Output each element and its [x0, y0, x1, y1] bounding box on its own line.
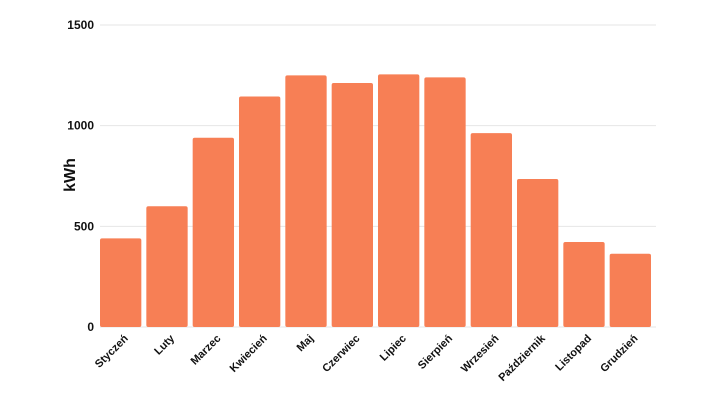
bar-październik — [517, 179, 559, 327]
x-tick-label: Styczeń — [93, 332, 131, 370]
x-tick-label: Marzec — [189, 333, 224, 368]
x-tick-label: Lipiec — [378, 333, 409, 364]
x-tick-label: Czerwiec — [320, 333, 362, 375]
bar-maj — [285, 75, 327, 327]
bar-marzec — [192, 137, 234, 327]
bar-styczeń — [100, 238, 142, 327]
bar-listopad — [563, 242, 605, 327]
x-tick-label: Listopad — [553, 333, 594, 374]
y-axis-ticks: 0 500 1000 1500 — [67, 18, 94, 334]
bar-grudzień — [609, 253, 651, 327]
x-tick-label: Wrzesień — [459, 332, 502, 375]
x-axis-ticks: Styczeń Luty Marzec Kwiecień Maj Czerwiec Lipi… — [93, 332, 641, 384]
x-tick-label: Kwiecień — [228, 332, 270, 374]
bar-sierpień — [424, 77, 466, 327]
x-tick-label: Sierpień — [416, 332, 455, 371]
bar-czerwiec — [331, 82, 373, 327]
x-tick-label: Październik — [497, 332, 549, 384]
bar-kwiecień — [239, 96, 281, 327]
bars — [100, 74, 651, 327]
y-tick-label: 0 — [87, 320, 94, 334]
y-axis-label: kWh — [62, 158, 79, 192]
x-tick-label: Luty — [152, 332, 178, 358]
bar-lipiec — [378, 74, 420, 327]
bar-wrzesień — [470, 133, 512, 327]
bar-luty — [146, 206, 188, 327]
y-tick-label: 1500 — [67, 18, 94, 32]
y-tick-label: 1000 — [67, 119, 94, 133]
x-tick-label: Grudzień — [598, 332, 640, 374]
x-tick-label: Maj — [295, 333, 316, 354]
y-tick-label: 500 — [74, 219, 94, 233]
